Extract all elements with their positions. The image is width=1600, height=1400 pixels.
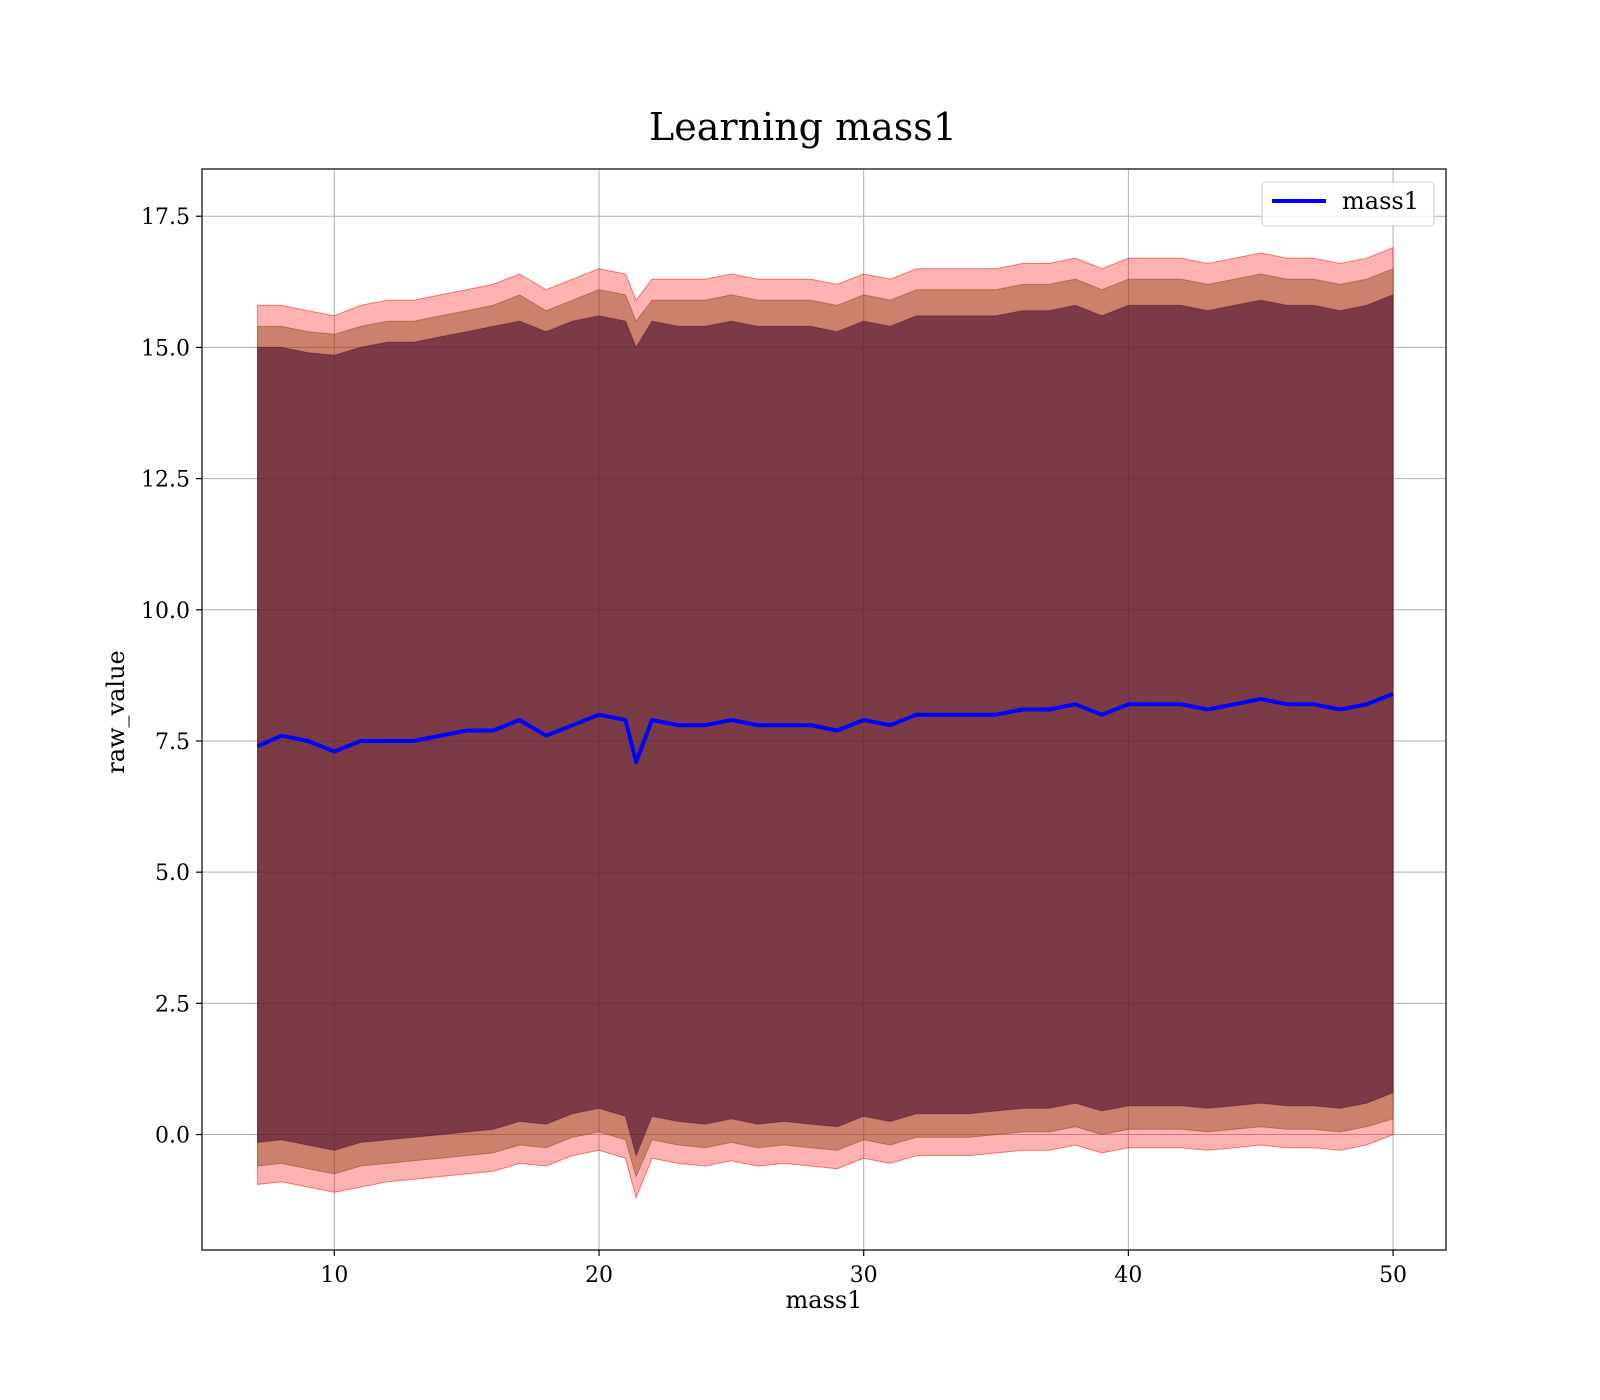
chart-title: Learning mass1 <box>649 105 957 149</box>
y-tick-label: 5.0 <box>155 861 190 886</box>
y-axis-ticks: 0.0 2.5 5.0 7.5 10.0 12.5 15.0 17.5 <box>141 205 202 1149</box>
y-axis-title: raw_value <box>102 650 130 774</box>
legend: mass1 <box>1261 181 1435 227</box>
x-tick-label: 40 <box>1114 1263 1142 1288</box>
x-tick-label: 20 <box>585 1263 613 1288</box>
y-tick-label: 2.5 <box>155 992 190 1017</box>
x-tick-label: 10 <box>320 1263 348 1288</box>
x-axis-ticks: 10 20 30 40 50 <box>320 1250 1407 1288</box>
y-tick-label: 0.0 <box>155 1124 190 1149</box>
x-tick-label: 50 <box>1379 1263 1407 1288</box>
legend-box <box>1261 181 1435 227</box>
series-lines <box>256 691 1394 764</box>
band-inner <box>257 294 1394 1158</box>
series-line-mass1 <box>256 691 1394 764</box>
y-tick-label: 17.5 <box>141 205 190 230</box>
y-tick-label: 12.5 <box>141 468 190 493</box>
plot-area-frame <box>201 168 1447 1251</box>
y-tick-label: 10.0 <box>141 599 190 624</box>
x-tick-label: 30 <box>850 1263 878 1288</box>
confidence-bands <box>257 246 1394 1200</box>
y-tick-label: 7.5 <box>155 730 190 755</box>
y-tick-label: 15.0 <box>141 336 190 361</box>
x-axis-title: mass1 <box>786 1286 863 1314</box>
legend-label: mass1 <box>1342 187 1419 215</box>
